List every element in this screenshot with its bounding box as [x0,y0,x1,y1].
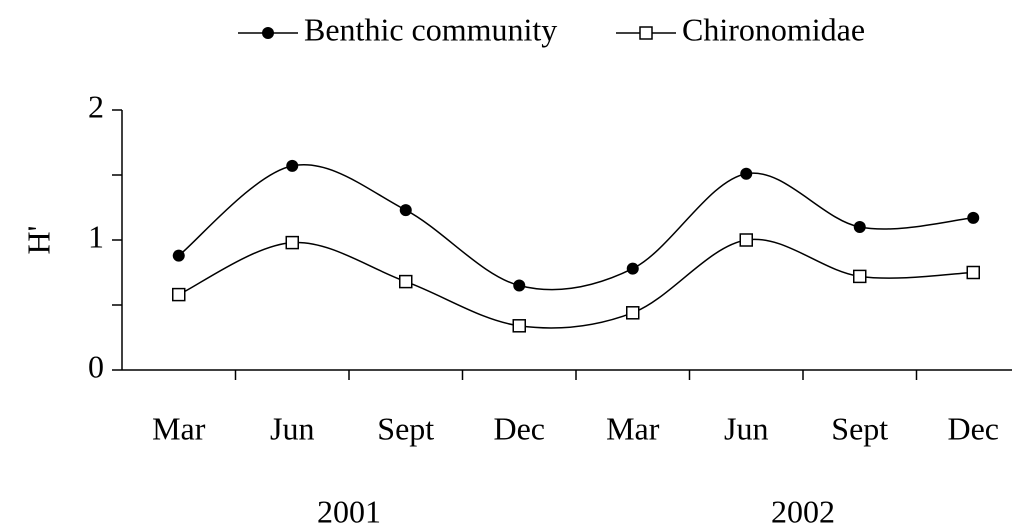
x-tick-label: Jun [724,410,768,446]
data-point [739,233,753,247]
y-tick-label: 0 [88,348,104,384]
data-point [966,265,980,280]
data-point [853,221,866,233]
data-point [626,306,640,320]
data-point [172,249,185,262]
x-tick-label: Mar [606,410,660,446]
x-tick-label: Mar [152,410,206,446]
series-line [178,238,974,329]
data-point [399,274,413,289]
y-tick-label: 2 [88,88,104,124]
x-tick-label: Jun [270,410,314,446]
data-point [172,287,186,302]
legend-marker [639,26,653,40]
legend-label: Chironomidae [682,11,865,47]
data-point [513,279,526,292]
y-axis-label: H' [20,226,56,255]
x-group-label: 2002 [771,493,835,529]
x-tick-label: Sept [831,410,888,446]
x-tick-label: Sept [377,410,434,446]
data-point [285,235,299,250]
data-point [967,211,980,224]
data-point [853,269,867,284]
data-point [512,319,526,333]
data-point [740,167,753,180]
legend-label: Benthic community [304,11,557,47]
legend-marker [262,27,274,39]
x-tick-label: Dec [947,410,999,446]
x-tick-label: Dec [493,410,545,446]
data-point [626,262,639,275]
x-group-label: 2001 [317,493,381,529]
y-tick-label: 1 [88,218,104,254]
data-point [286,159,299,172]
data-point [399,204,412,217]
